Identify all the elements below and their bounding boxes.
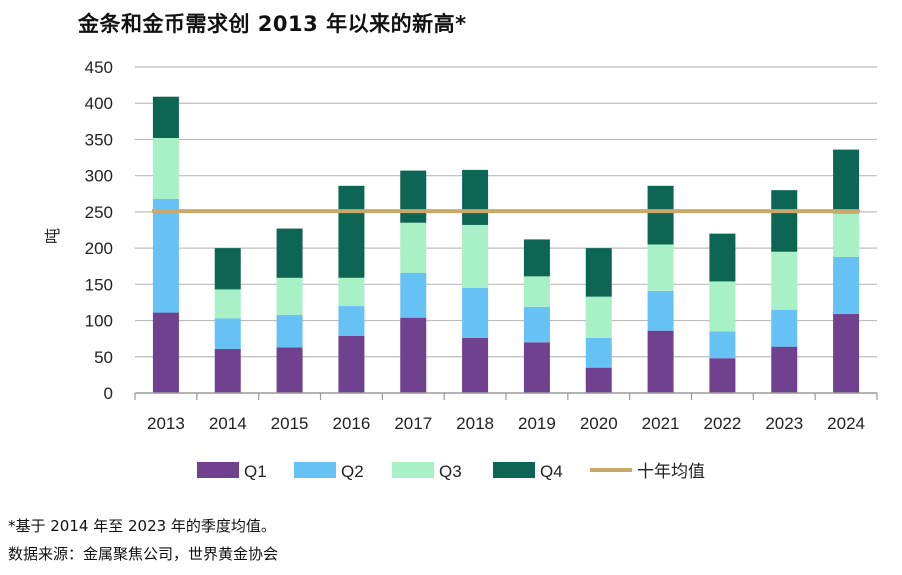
- bar-segment-q3-2013: [152, 137, 179, 199]
- gridlines: [135, 66, 877, 358]
- bar-segment-q2-2022: [709, 331, 736, 359]
- legend-label: 十年均值: [637, 462, 705, 481]
- bar-segment-q2-2015: [276, 314, 303, 348]
- x-tick-label: 2015: [271, 414, 309, 433]
- x-tick-label: 2024: [827, 414, 865, 433]
- bar-segment-q1-2016: [338, 335, 365, 393]
- y-tick-label: 100: [85, 312, 113, 331]
- bar-segment-q3-2021: [647, 244, 674, 291]
- y-tick-label: 50: [94, 348, 113, 367]
- legend-label: Q2: [341, 462, 364, 481]
- legend-label: Q3: [439, 462, 462, 481]
- bar-segment-q2-2020: [585, 337, 612, 368]
- bars: [152, 96, 860, 393]
- bar-segment-q4-2018: [462, 169, 489, 225]
- x-tick-label: 2016: [333, 414, 371, 433]
- y-tick-label: 450: [85, 58, 113, 77]
- y-axis-label: 吨: [43, 228, 62, 244]
- y-axis-ticks: 0 50 100 150 200 250 300 350 400 450: [85, 58, 113, 403]
- bar-segment-q4-2013: [152, 96, 179, 138]
- bar-segment-q4-2020: [585, 248, 612, 297]
- y-tick-label: 150: [85, 275, 113, 294]
- y-tick-label: 300: [85, 167, 113, 186]
- bar-segment-q1-2019: [523, 342, 550, 393]
- x-tick-label: 2013: [147, 414, 185, 433]
- legend-swatch-q3: [392, 462, 434, 478]
- bar-segment-q2-2013: [152, 198, 179, 313]
- legend-swatch-q4: [493, 462, 535, 478]
- bar-segment-q1-2020: [585, 367, 612, 393]
- bar-segment-q3-2014: [214, 289, 241, 319]
- bar-segment-q3-2023: [771, 251, 798, 310]
- bar-segment-q4-2017: [400, 170, 427, 223]
- bar-segment-q2-2014: [214, 318, 241, 349]
- bar-segment-q1-2024: [833, 314, 860, 393]
- bar-segment-q2-2024: [833, 256, 860, 315]
- bar-segment-q1-2018: [462, 337, 489, 393]
- x-tick-label: 2020: [580, 414, 618, 433]
- bar-segment-q1-2015: [276, 347, 303, 393]
- bar-segment-q4-2019: [523, 239, 550, 277]
- y-tick-label: 350: [85, 130, 113, 149]
- bar-segment-q3-2022: [709, 281, 736, 332]
- y-tick-label: 400: [85, 94, 113, 113]
- legend-swatch-q2: [294, 462, 336, 478]
- x-tick-label: 2021: [642, 414, 680, 433]
- x-tick-label: 2014: [209, 414, 247, 433]
- bar-segment-q4-2016: [338, 185, 365, 278]
- bar-segment-q2-2017: [400, 272, 427, 318]
- bar-segment-q1-2014: [214, 348, 241, 393]
- bar-segment-q1-2017: [400, 317, 427, 393]
- bar-segment-q3-2018: [462, 224, 489, 288]
- bar-segment-q1-2013: [152, 312, 179, 393]
- bar-segment-q4-2014: [214, 248, 241, 290]
- bar-segment-q1-2021: [647, 330, 674, 393]
- bar-segment-q3-2015: [276, 277, 303, 315]
- bar-segment-q2-2016: [338, 306, 365, 336]
- bar-segment-q4-2024: [833, 149, 860, 214]
- footnote: *基于 2014 年至 2023 年的季度均值。: [8, 517, 276, 535]
- x-tick-label: 2022: [704, 414, 742, 433]
- bar-segment-q3-2020: [585, 296, 612, 338]
- x-axis: 2013 2014 2015 2016 2017 2018 2019 2020 2021 2022…: [134, 392, 878, 433]
- legend-label: Q1: [244, 462, 267, 481]
- bar-segment-q2-2018: [462, 287, 489, 338]
- bar-segment-q4-2022: [709, 233, 736, 282]
- chart-title: 金条和金币需求创 2013 年以来的新高*: [78, 12, 467, 36]
- bar-segment-q2-2021: [647, 290, 674, 331]
- source-note: 数据来源：金属聚焦公司，世界黄金协会: [8, 545, 279, 563]
- bar-segment-q2-2023: [771, 309, 798, 347]
- x-tick-label: 2023: [765, 414, 803, 433]
- bar-segment-q1-2022: [709, 358, 736, 393]
- bar-segment-q3-2024: [833, 213, 860, 257]
- bar-segment-q4-2015: [276, 228, 303, 278]
- bar-segment-q4-2021: [647, 185, 674, 245]
- x-tick-label: 2018: [456, 414, 494, 433]
- bar-segment-q1-2023: [771, 346, 798, 393]
- bar-segment-q2-2019: [523, 306, 550, 343]
- x-tick-label: 2017: [394, 414, 432, 433]
- y-tick-label: 250: [85, 203, 113, 222]
- bar-segment-q4-2023: [771, 190, 798, 252]
- bar-segment-q3-2016: [338, 277, 365, 307]
- x-tick-label: 2019: [518, 414, 556, 433]
- bar-segment-q3-2019: [523, 276, 550, 307]
- legend: Q1 Q2 Q3 Q4 十年均值: [197, 462, 705, 481]
- y-tick-label: 0: [104, 384, 113, 403]
- legend-swatch-q1: [197, 462, 239, 478]
- legend-label: Q4: [540, 462, 563, 481]
- y-tick-label: 200: [85, 239, 113, 258]
- bar-segment-q3-2017: [400, 222, 427, 273]
